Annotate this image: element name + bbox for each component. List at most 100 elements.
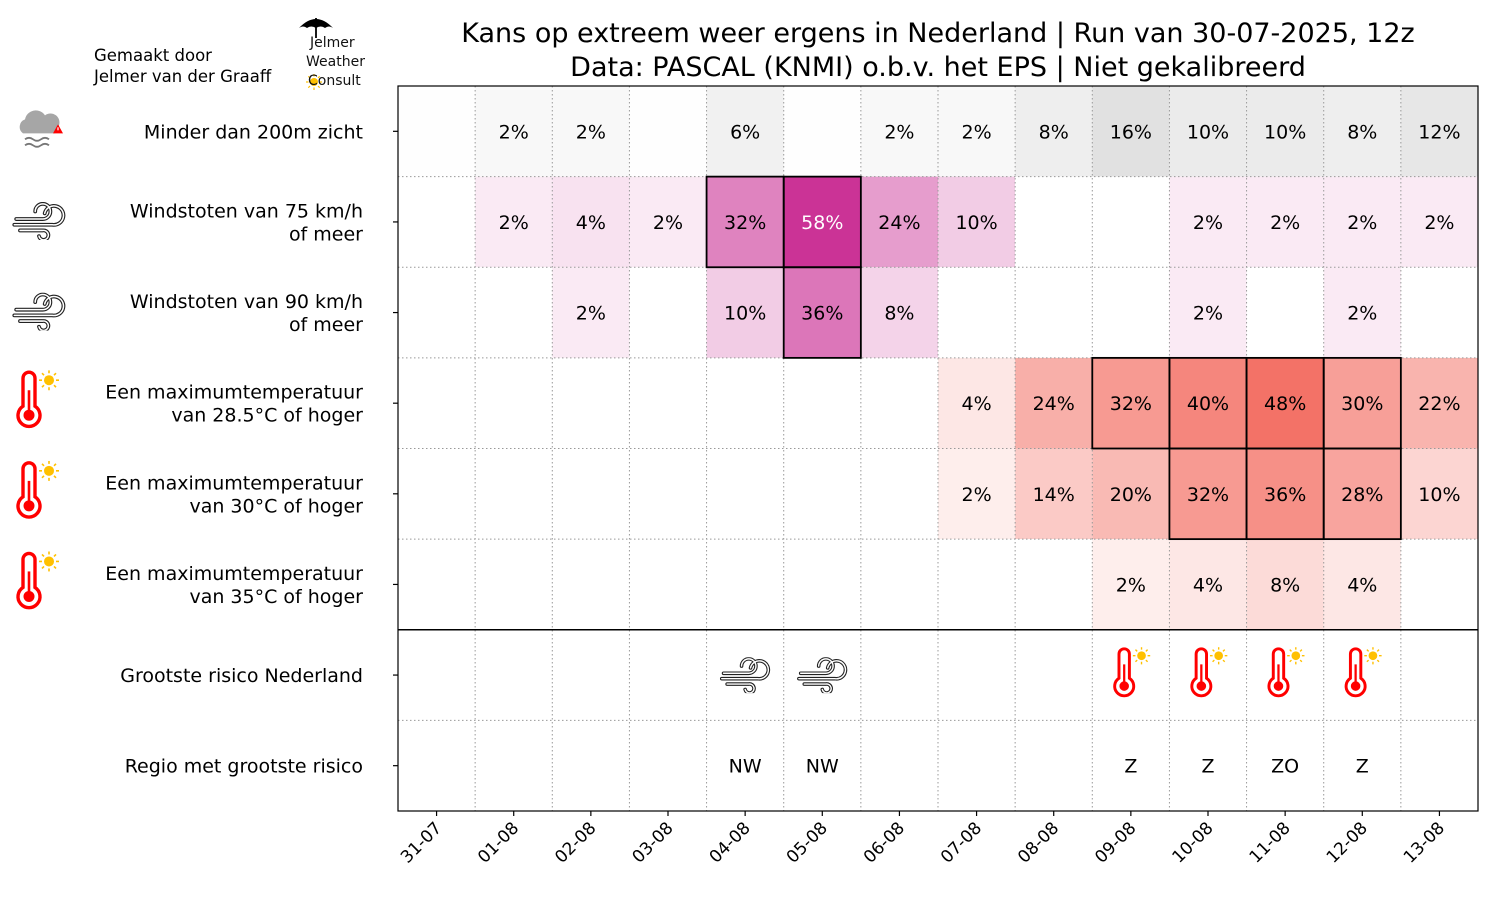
umbrella-icon <box>299 18 333 38</box>
row-label: van 28.5°C of hoger <box>171 405 363 427</box>
heat-cell <box>552 176 630 268</box>
heat-cell <box>1246 448 1324 540</box>
heat-cell <box>1169 86 1247 177</box>
thermometer-sun-icon <box>16 551 61 610</box>
heat-cell <box>398 86 476 177</box>
region-value: Z <box>1201 756 1214 778</box>
cell-value: 10% <box>955 212 997 234</box>
x-tick-label: 09-08 <box>1091 818 1140 867</box>
heat-cell <box>1323 539 1401 630</box>
cell-value: 30% <box>1341 393 1383 415</box>
cell-value: 4% <box>576 212 606 234</box>
heat-cell <box>1015 448 1093 540</box>
heat-cell <box>938 86 1016 177</box>
cell-value: 2% <box>1193 212 1223 234</box>
heat-cell <box>1015 86 1093 177</box>
cell-value: 24% <box>878 212 920 234</box>
x-tick-label: 08-08 <box>1014 818 1063 867</box>
heat-cell <box>938 176 1016 268</box>
heat-cell <box>1169 267 1247 358</box>
heat-cell <box>475 267 553 358</box>
thermometer-sun-icon <box>16 460 61 519</box>
cell-value: 2% <box>499 212 529 234</box>
cell-value: 4% <box>1347 574 1377 596</box>
x-tick-label: 07-08 <box>937 818 986 867</box>
cell-value: 32% <box>724 212 766 234</box>
wind-icon <box>12 201 66 240</box>
heat-cell <box>629 448 707 540</box>
sun-icon <box>306 74 322 90</box>
logo-line-3: Consult <box>308 73 361 89</box>
cell-value: 32% <box>1187 484 1229 506</box>
heat-cell <box>475 86 553 177</box>
region-value: ZO <box>1271 756 1299 778</box>
heat-cell <box>1169 539 1247 630</box>
cell-value: 24% <box>1033 393 1075 415</box>
heat-cell <box>783 267 861 358</box>
region-value: NW <box>729 756 762 778</box>
heat-cell <box>860 176 938 268</box>
highlight-cell-border <box>782 266 862 359</box>
row-label: Een maximumtemperatuur <box>105 472 363 494</box>
credit: Gemaakt door Jelmer van der Graaff <box>94 45 271 87</box>
cell-value: 10% <box>724 303 766 325</box>
heat-cell <box>398 176 476 268</box>
row-label: Een maximumtemperatuur <box>105 382 363 404</box>
cell-value: 2% <box>884 121 914 143</box>
region-value: Z <box>1356 756 1369 778</box>
heat-cell <box>938 448 1016 540</box>
heat-cell <box>552 86 630 177</box>
row-label: of meer <box>289 223 363 245</box>
row-label: Minder dan 200m zicht <box>144 121 363 143</box>
heat-cell <box>860 86 938 177</box>
heat-cell <box>1092 357 1170 449</box>
heat-cell <box>938 267 1016 358</box>
heat-cell <box>783 448 861 540</box>
heat-cell <box>629 176 707 268</box>
heat-cell <box>783 176 861 268</box>
heat-cell <box>1169 357 1247 449</box>
cell-value: 22% <box>1418 393 1460 415</box>
wind-icon <box>719 657 771 694</box>
thermometer-sun-icon <box>1344 647 1384 698</box>
heat-cell <box>1246 357 1324 449</box>
heat-cell <box>938 539 1016 630</box>
wind-icon <box>12 292 66 331</box>
cell-value: 8% <box>1270 574 1300 596</box>
heat-cell <box>1246 86 1324 177</box>
x-tick-label: 11-08 <box>1246 818 1295 867</box>
heat-cell <box>1092 176 1170 268</box>
chart-title: Kans op extreem weer ergens in Nederland… <box>461 18 1415 49</box>
heat-cell <box>1323 448 1401 540</box>
heat-cell <box>860 357 938 449</box>
heat-cell <box>1246 267 1324 358</box>
heat-cell <box>1092 539 1170 630</box>
heat-cell <box>1323 357 1401 449</box>
cell-value: 48% <box>1264 393 1306 415</box>
cell-value: 8% <box>1347 121 1377 143</box>
x-tick-label: 31-07 <box>397 818 446 867</box>
heat-cell <box>1246 176 1324 268</box>
heat-cell <box>552 267 630 358</box>
cell-value: 2% <box>499 121 529 143</box>
heat-cell <box>1169 176 1247 268</box>
cell-value: 8% <box>1039 121 1069 143</box>
region-value: NW <box>806 756 839 778</box>
heat-cell <box>1400 539 1478 630</box>
row-label: Windstoten van 90 km/h <box>130 291 363 313</box>
heat-cell <box>475 357 553 449</box>
heat-cell <box>1015 357 1093 449</box>
heat-cell <box>1169 448 1247 540</box>
heat-cell <box>475 539 553 630</box>
cell-value: 2% <box>961 121 991 143</box>
heat-cell <box>475 448 553 540</box>
heat-cell <box>1015 539 1093 630</box>
cell-value: 2% <box>576 121 606 143</box>
heat-cell <box>398 267 476 358</box>
cell-value: 6% <box>730 121 760 143</box>
heat-cell <box>1323 267 1401 358</box>
heat-cell <box>398 357 476 449</box>
cell-value: 2% <box>961 484 991 506</box>
heat-cell <box>783 357 861 449</box>
